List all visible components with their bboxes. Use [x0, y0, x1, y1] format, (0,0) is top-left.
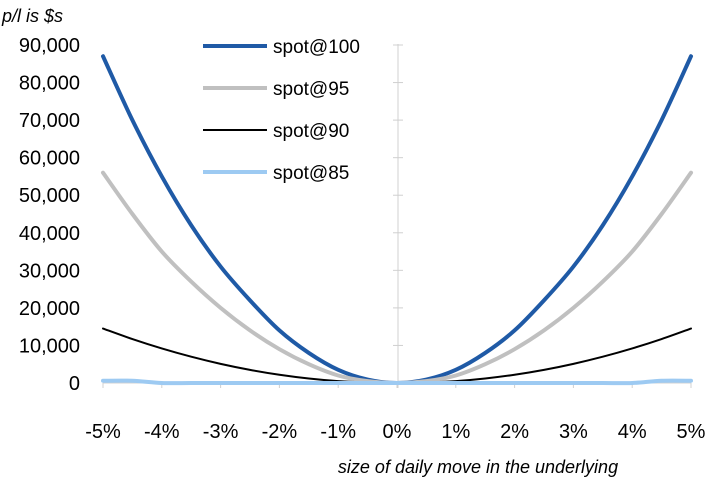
y-axis-title: p/l is $s: [1, 6, 63, 26]
series-layer: [101, 54, 693, 386]
x-tick-label: 0%: [383, 421, 412, 443]
y-tick-label: 90,000: [19, 35, 80, 57]
x-tick-label: -5%: [85, 421, 121, 443]
series-line-spot-100: [101, 54, 693, 385]
x-tick-label: 3%: [559, 421, 588, 443]
y-tick-label: 30,000: [19, 260, 80, 282]
y-tick-label: 50,000: [19, 185, 80, 207]
x-tick-label: 4%: [618, 421, 647, 443]
x-tick-label: 2%: [500, 421, 529, 443]
series-line-spot-85: [101, 378, 693, 386]
legend-label: spot@85: [273, 163, 349, 184]
x-tick-label: -1%: [320, 421, 356, 443]
y-tick-label: 80,000: [19, 73, 80, 95]
x-axis-title: size of daily move in the underlying: [338, 457, 618, 477]
series-line-spot-95: [101, 170, 693, 385]
x-tick-label: -3%: [203, 421, 239, 443]
x-axis-ticks: -5% -4% -3% -2% -1% 0% 1% 2% 3% 4% 5%: [85, 383, 705, 443]
x-tick-label: -2%: [262, 421, 298, 443]
axes: 0 10,000 20,000 30,000 40,000 50,000 60,000 70,…: [19, 35, 705, 443]
series-line-spot-90: [102, 327, 692, 384]
y-tick-label: 70,000: [19, 110, 80, 132]
y-tick-label: 10,000: [19, 335, 80, 357]
x-tick-label: 5%: [677, 421, 705, 443]
legend-label: spot@95: [273, 79, 349, 100]
legend-label: spot@90: [273, 121, 349, 142]
y-tick-label: 60,000: [19, 148, 80, 170]
y-tick-label: 20,000: [19, 298, 80, 320]
y-tick-label: 40,000: [19, 223, 80, 245]
legend: spot@100 spot@95 spot@90 spot@85: [203, 37, 360, 184]
legend-label: spot@100: [273, 37, 360, 58]
x-tick-label: 1%: [441, 421, 470, 443]
y-tick-label: 0: [69, 373, 80, 395]
x-tick-label: -4%: [144, 421, 180, 443]
y-axis-ticks: 0 10,000 20,000 30,000 40,000 50,000 60,000 70,…: [19, 35, 403, 395]
